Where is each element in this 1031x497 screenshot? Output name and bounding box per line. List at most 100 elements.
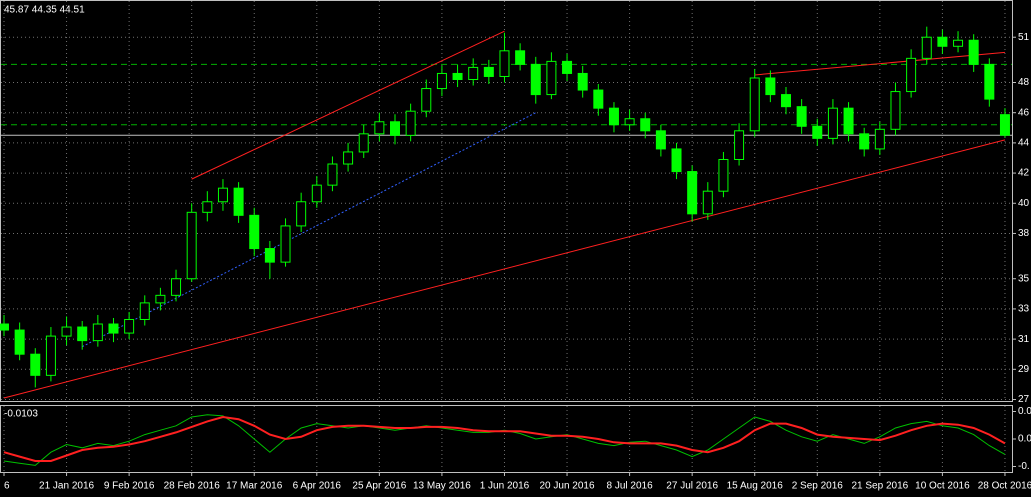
y-tick-label: 40 xyxy=(1018,198,1030,209)
x-tick-label: 9 Feb 2016 xyxy=(104,481,155,492)
x-tick-label: 10 Oct 2016 xyxy=(915,481,970,492)
x-tick-label: 6 Apr 2016 xyxy=(293,481,342,492)
candle-body xyxy=(530,63,541,96)
candle-body xyxy=(483,66,494,77)
candle-body xyxy=(421,88,432,112)
candle-body xyxy=(405,110,416,136)
x-tick-label: 27 Jul 2016 xyxy=(666,481,718,492)
y-tick-label: 33 xyxy=(1018,304,1030,315)
candle-body xyxy=(374,121,385,135)
candle-body xyxy=(30,353,41,376)
candle-body xyxy=(92,323,103,342)
candle-body xyxy=(890,91,901,130)
candle-body xyxy=(749,77,760,132)
indicator-line xyxy=(3,414,1006,466)
indicator-tick-label: -0. xyxy=(1018,461,1030,472)
y-tick-label: 48 xyxy=(1018,77,1030,88)
candle-body xyxy=(14,329,25,355)
candle-body xyxy=(264,248,275,263)
indicator-tick-label: 0.0 xyxy=(1018,434,1031,445)
candle-body xyxy=(77,326,88,342)
candle-body xyxy=(593,89,604,109)
candle-body xyxy=(0,323,9,331)
candle-body xyxy=(702,190,713,215)
candle-body xyxy=(765,77,776,96)
candle-body xyxy=(358,133,369,153)
candle-body xyxy=(812,125,823,139)
candle-body xyxy=(515,50,526,65)
main-panel-frame xyxy=(0,0,1013,402)
candle-body xyxy=(796,106,807,127)
indicator-label: -0.0103 xyxy=(4,409,38,420)
x-tick-label: 6 xyxy=(4,481,10,492)
trendline xyxy=(3,139,1006,399)
candle-body xyxy=(671,148,682,173)
x-tick-label: 17 Mar 2016 xyxy=(226,481,283,492)
candle-body xyxy=(859,133,870,150)
candle-body xyxy=(906,57,917,93)
candle-body xyxy=(452,72,463,80)
y-tick-label: 38 xyxy=(1018,228,1030,239)
candle-body xyxy=(155,294,166,304)
candle-body xyxy=(280,225,291,263)
x-tick-label: 15 Aug 2016 xyxy=(727,481,784,492)
candle-body xyxy=(640,118,651,132)
y-tick-label: 51 xyxy=(1018,32,1030,43)
candle-body xyxy=(139,302,150,320)
candle-body xyxy=(655,130,666,150)
candle-body xyxy=(624,118,635,126)
candle-body xyxy=(937,36,948,47)
candle-body xyxy=(984,63,995,100)
candle-body xyxy=(202,201,213,213)
x-tick-label: 8 Jul 2016 xyxy=(607,481,654,492)
y-tick-label: 27 xyxy=(1018,394,1030,405)
x-tick-label: 28 Oct 2016 xyxy=(978,481,1031,492)
x-tick-label: 1 Jun 2016 xyxy=(480,481,530,492)
ohlc-header: 45.87 44.35 44.51 xyxy=(4,5,85,16)
candle-body xyxy=(562,60,573,74)
candle-body xyxy=(843,107,854,135)
candle-body xyxy=(499,50,510,77)
candle-body xyxy=(546,60,557,96)
candle-body xyxy=(45,335,56,376)
candle-body xyxy=(296,201,307,227)
candle-body xyxy=(343,151,354,165)
candle-body xyxy=(233,187,244,216)
candle-body xyxy=(249,214,260,250)
candle-body xyxy=(311,184,322,203)
candle-body xyxy=(171,278,182,296)
trendline xyxy=(81,112,536,348)
candle-body xyxy=(327,163,338,186)
trendline xyxy=(191,30,505,180)
candle-body xyxy=(781,94,791,108)
x-tick-label: 28 Feb 2016 xyxy=(164,481,221,492)
candle-body xyxy=(217,187,228,203)
candle-body xyxy=(186,211,197,280)
candle-body xyxy=(577,72,588,91)
candle-body xyxy=(827,107,838,139)
candle-body xyxy=(468,66,479,80)
y-tick-label: 29 xyxy=(1018,364,1030,375)
candle-body xyxy=(999,114,1010,136)
candle-body xyxy=(108,323,119,334)
candle-body xyxy=(687,171,698,215)
x-tick-label: 2 Sep 2016 xyxy=(792,481,844,492)
candle-body xyxy=(61,326,72,337)
candle-body xyxy=(921,36,932,59)
candle-body xyxy=(968,39,979,65)
candle-body xyxy=(390,121,400,136)
candle-body xyxy=(734,130,745,160)
candle-body xyxy=(124,318,135,334)
candle-body xyxy=(608,107,619,126)
y-tick-label: 46 xyxy=(1018,107,1030,118)
candle-body xyxy=(718,158,729,192)
x-tick-label: 25 Apr 2016 xyxy=(352,481,406,492)
indicator-tick-label: 0.0 xyxy=(1018,406,1031,417)
candle-body xyxy=(436,72,447,90)
candle-body xyxy=(953,39,964,47)
y-tick-label: 31 xyxy=(1018,334,1030,345)
trendline xyxy=(754,51,1006,76)
